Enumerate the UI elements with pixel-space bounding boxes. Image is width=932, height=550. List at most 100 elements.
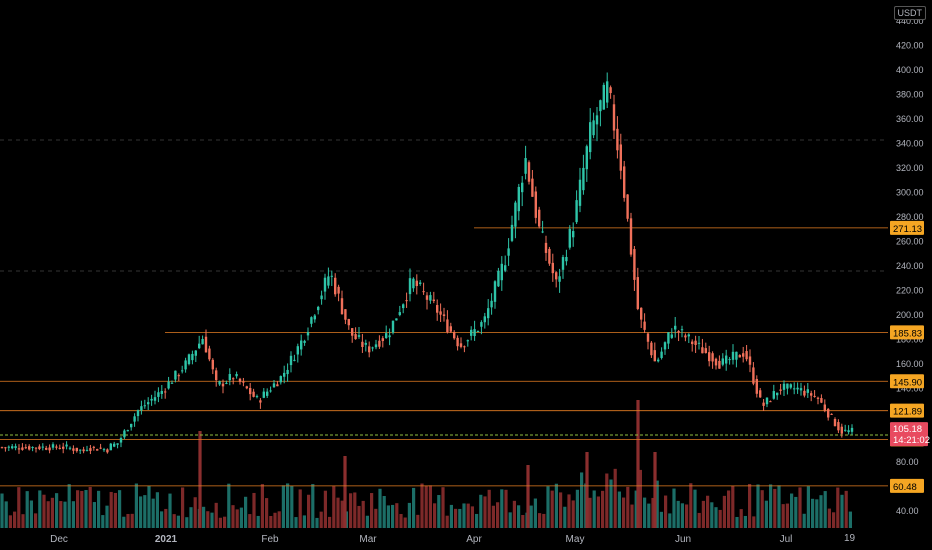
- candle-body: [585, 146, 588, 170]
- level-tag-label: 271.13: [893, 224, 922, 235]
- candle-body: [296, 346, 299, 355]
- candle-body: [493, 281, 497, 302]
- volume-bar: [588, 497, 592, 528]
- candle-body: [810, 393, 813, 396]
- candle-body: [765, 397, 769, 405]
- volume-bar: [798, 487, 802, 528]
- volume-bar: [294, 517, 298, 528]
- volume-bar: [130, 513, 134, 528]
- volume-bar: [4, 501, 8, 528]
- volume-bar: [42, 494, 46, 528]
- candle-body: [4, 447, 7, 449]
- volume-bar: [449, 504, 453, 528]
- candle-body: [500, 263, 503, 281]
- volume-bar: [84, 490, 88, 528]
- volume-bar: [370, 493, 374, 528]
- candle-body: [782, 383, 786, 390]
- volume-bar: [445, 515, 449, 528]
- candle-body: [405, 300, 408, 302]
- x-axis[interactable]: Dec 2021 Feb Mar Apr May Jun Jul: [50, 534, 792, 545]
- candle-body: [303, 340, 306, 343]
- volume-bar: [311, 484, 315, 528]
- volume-bar: [521, 515, 525, 528]
- volume-bar: [139, 496, 143, 528]
- volume-bar: [29, 500, 33, 528]
- volume-bar: [126, 513, 130, 528]
- volume-bar: [743, 515, 747, 528]
- candle-body: [272, 383, 276, 388]
- volume-bar: [526, 465, 530, 528]
- candle-body: [75, 447, 78, 452]
- volume-bar: [260, 484, 264, 528]
- volume-bar: [680, 503, 684, 528]
- volume-bar: [349, 493, 353, 528]
- candle-body: [612, 104, 616, 131]
- volume-bar: [802, 513, 806, 528]
- candle-body: [249, 388, 252, 395]
- candle-body: [813, 395, 816, 397]
- volume-bar: [823, 491, 827, 528]
- candle-body: [123, 430, 126, 438]
- candle-body: [799, 388, 803, 391]
- candle-body: [170, 382, 174, 384]
- candle-body: [653, 350, 656, 362]
- candle-body: [490, 300, 493, 308]
- volume-bar: [622, 497, 626, 528]
- volume-bar: [189, 507, 193, 528]
- candle-body: [718, 360, 721, 369]
- candle-body: [262, 391, 265, 398]
- candle-body: [626, 194, 629, 219]
- volume-bar: [575, 489, 579, 528]
- candle-body: [534, 191, 537, 218]
- volume-bar: [315, 517, 319, 528]
- volume-bar: [491, 505, 495, 528]
- candle-body: [323, 277, 327, 292]
- volume-bar: [424, 485, 428, 528]
- volume-bar: [248, 514, 252, 528]
- volume-bar: [454, 508, 458, 528]
- candle-body: [147, 402, 150, 405]
- candle-body: [694, 340, 697, 345]
- candle-body: [568, 228, 571, 248]
- volume-bar: [517, 505, 521, 528]
- candle-body: [555, 272, 558, 280]
- x-tick-label: 2021: [155, 534, 178, 545]
- level-tag: [890, 478, 924, 493]
- candle-body: [527, 162, 531, 182]
- volume-bar: [563, 506, 567, 528]
- candle-body: [531, 178, 534, 197]
- candle-body: [136, 410, 140, 417]
- candle-body: [276, 384, 279, 387]
- volume-bar: [134, 483, 138, 528]
- currency-badge[interactable]: USDT: [893, 6, 926, 20]
- volume-bar: [25, 491, 29, 528]
- candle-body: [432, 299, 435, 302]
- candle-body: [544, 242, 548, 253]
- candle-body: [551, 262, 554, 274]
- candle-body: [674, 325, 677, 330]
- candle-body: [143, 405, 146, 407]
- candle-body: [269, 390, 272, 392]
- candle-body: [82, 449, 85, 452]
- volume-bar: [67, 484, 71, 528]
- volume-bar: [38, 490, 42, 528]
- candle-body: [68, 447, 72, 449]
- x-tick-label: Jul: [780, 534, 793, 545]
- candle-body: [565, 256, 568, 262]
- candle-body: [283, 372, 286, 377]
- volume-bar: [277, 511, 281, 528]
- candle-body: [657, 359, 660, 362]
- candle-body: [106, 449, 109, 453]
- volume-bar: [653, 452, 657, 528]
- candle-body: [850, 427, 854, 432]
- volume-bar: [832, 512, 836, 528]
- candle-body: [436, 305, 439, 313]
- candle-body: [714, 358, 718, 366]
- candle-body: [687, 334, 690, 337]
- volume-bar: [815, 499, 819, 528]
- candle-body: [41, 446, 44, 448]
- candlesticks: [0, 72, 854, 455]
- volume-bar: [407, 502, 411, 528]
- candle-body: [759, 390, 762, 398]
